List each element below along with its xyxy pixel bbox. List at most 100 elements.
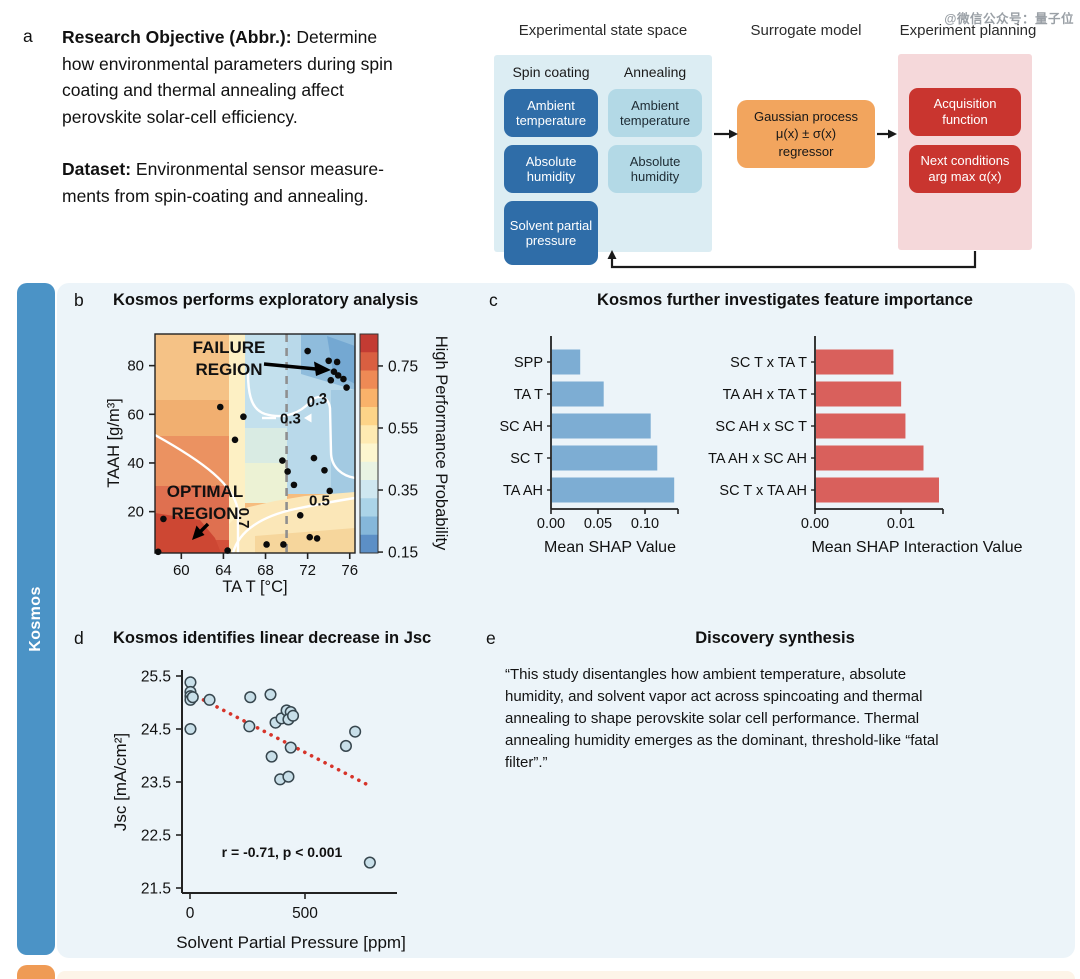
feedback-loop-arrow bbox=[607, 250, 977, 269]
dataset: Dataset: Environmental sensor measure-me… bbox=[62, 156, 414, 209]
bar-chart-xlabel: Mean SHAP Value bbox=[544, 539, 676, 556]
surrogate-box-line: Gaussian process bbox=[753, 108, 859, 124]
planning-box: Acquisition function bbox=[909, 88, 1021, 136]
experiment-point bbox=[343, 384, 350, 391]
optimal-region-label: OPTIMAL bbox=[167, 482, 244, 501]
experiment-point bbox=[340, 375, 347, 383]
bar bbox=[816, 445, 924, 471]
panel-c-title: Kosmos further investigates feature impo… bbox=[597, 291, 973, 309]
experiment-point bbox=[306, 533, 314, 541]
colorbar bbox=[359, 333, 379, 554]
state-space-column: Annealing Ambient temperature Absolute hum… bbox=[608, 64, 702, 273]
svg-text:22.5: 22.5 bbox=[141, 828, 171, 845]
group-header: Spin coating bbox=[512, 64, 590, 80]
planning-boxes: Acquisition function Next conditions arg ma… bbox=[909, 88, 1021, 193]
bar bbox=[552, 349, 581, 375]
experiment-point bbox=[231, 436, 239, 444]
svg-text:21.5: 21.5 bbox=[141, 881, 171, 898]
bar bbox=[816, 477, 939, 503]
arrow-surrogate-to-planning bbox=[877, 129, 897, 139]
experiment-point bbox=[326, 487, 334, 495]
data-point bbox=[203, 693, 216, 706]
bar bbox=[552, 413, 651, 439]
gaussian-process-box: Gaussian process μ(x) ± σ(x) regressor bbox=[737, 100, 875, 168]
contour-label: 0.3 bbox=[305, 390, 330, 412]
jsc-scatter-chart: 21.5 22.5 23.5 24.5 25.5 0 500 r = -0.71, p < 0… bbox=[111, 669, 406, 953]
state-space-columns: Spin coating Ambient temperature Absolute … bbox=[494, 55, 712, 282]
correlation-annotation: r = -0.71, p < 0.001 bbox=[222, 844, 343, 860]
objective-body: Determine how environmental parameters d… bbox=[62, 27, 393, 127]
parameter-box: Ambient temperature bbox=[608, 89, 702, 137]
failure-arrow bbox=[263, 362, 317, 371]
contour-label: 0.7 bbox=[235, 508, 252, 529]
heatmap-dynamic-layer: 60 64 68 72 76 20 40 60 80 TA T [°C] TAAH [g/m³] FA… bbox=[105, 333, 450, 596]
svg-text:0.35: 0.35 bbox=[388, 483, 418, 500]
experiment-point bbox=[333, 358, 341, 366]
arrow-state-to-surrogate bbox=[714, 129, 738, 139]
dataset-body: Environmental sensor measure-ments from … bbox=[62, 159, 384, 206]
heatmap-xlabel: TA T [°C] bbox=[222, 578, 287, 596]
panel-e-title: Discovery synthesis bbox=[695, 629, 855, 647]
category-label: SC T bbox=[510, 451, 543, 467]
experiment-point bbox=[290, 481, 298, 489]
svg-text:0.15: 0.15 bbox=[388, 545, 418, 562]
kosmos-sidebar: Kosmos bbox=[17, 283, 55, 955]
svg-text:20: 20 bbox=[127, 504, 144, 521]
state-space-title: Experimental state space bbox=[518, 22, 688, 39]
experiment-point bbox=[284, 468, 291, 475]
dataset-label: Dataset: bbox=[62, 159, 132, 180]
contour-label: 0.5 bbox=[309, 493, 330, 510]
parameter-box: Solvent partial pressure bbox=[504, 201, 598, 265]
research-objective: Research Objective (Abbr.): Determine ho… bbox=[62, 24, 414, 130]
svg-text:76: 76 bbox=[341, 562, 358, 579]
objective-label: Research Objective (Abbr.): bbox=[62, 27, 292, 47]
data-point bbox=[349, 725, 362, 738]
bar bbox=[816, 349, 894, 375]
experiment-point bbox=[325, 357, 332, 365]
planning-box: Next conditions arg max α(x) bbox=[909, 145, 1021, 193]
svg-text:23.5: 23.5 bbox=[141, 775, 171, 792]
colorbar-label: High Performance Probability bbox=[432, 336, 450, 551]
data-point bbox=[286, 709, 300, 722]
experiment-point bbox=[296, 511, 304, 519]
data-point bbox=[282, 770, 295, 783]
data-point bbox=[186, 691, 199, 704]
experiment-point bbox=[313, 535, 321, 542]
scatter-xlabel: Solvent Partial Pressure [ppm] bbox=[176, 933, 406, 952]
category-label: SC AH bbox=[499, 419, 543, 435]
experiment-point bbox=[327, 376, 335, 384]
experiment-point bbox=[321, 466, 328, 474]
contour-label: 0.3 bbox=[280, 411, 301, 428]
data-point bbox=[184, 722, 197, 736]
svg-text:0.10: 0.10 bbox=[631, 516, 659, 532]
data-point bbox=[339, 739, 352, 753]
panel-d-title: Kosmos identifies linear decrease in Jsc bbox=[113, 629, 432, 647]
state-space-panel: Spin coating Ambient temperature Absolute … bbox=[494, 55, 712, 265]
experiment-point bbox=[240, 413, 247, 421]
svg-text:REGION: REGION bbox=[195, 360, 262, 379]
category-label: TA T bbox=[514, 387, 543, 403]
category-label: TA AH x SC AH bbox=[708, 451, 807, 467]
svg-text:60: 60 bbox=[127, 406, 144, 423]
svg-text:64: 64 bbox=[215, 562, 232, 579]
svg-text:REGION: REGION bbox=[171, 504, 238, 523]
svg-text:0: 0 bbox=[186, 905, 195, 922]
experiment-point bbox=[263, 541, 270, 548]
data-point bbox=[265, 750, 278, 763]
category-label: SC AH x SC T bbox=[715, 419, 807, 435]
category-label: TA AH x TA T bbox=[723, 387, 807, 403]
contour-lines bbox=[154, 372, 356, 554]
scatter-ylabel: Jsc [mA/cm²] bbox=[111, 733, 130, 831]
data-point bbox=[244, 691, 257, 704]
data-point bbox=[363, 856, 376, 869]
state-space-column: Spin coating Ambient temperature Absolute … bbox=[504, 64, 598, 273]
data-point bbox=[264, 688, 277, 701]
planning-title: Experiment planning bbox=[899, 22, 1037, 39]
surrogate-box-line: regressor bbox=[778, 143, 834, 159]
experiment-point bbox=[310, 454, 318, 462]
panel-b-letter: b bbox=[74, 290, 84, 310]
parameter-box: Absolute humidity bbox=[504, 145, 598, 193]
svg-text:0.01: 0.01 bbox=[887, 516, 915, 532]
next-section-sidebar-stub bbox=[17, 965, 55, 979]
experiment-point bbox=[304, 347, 311, 355]
